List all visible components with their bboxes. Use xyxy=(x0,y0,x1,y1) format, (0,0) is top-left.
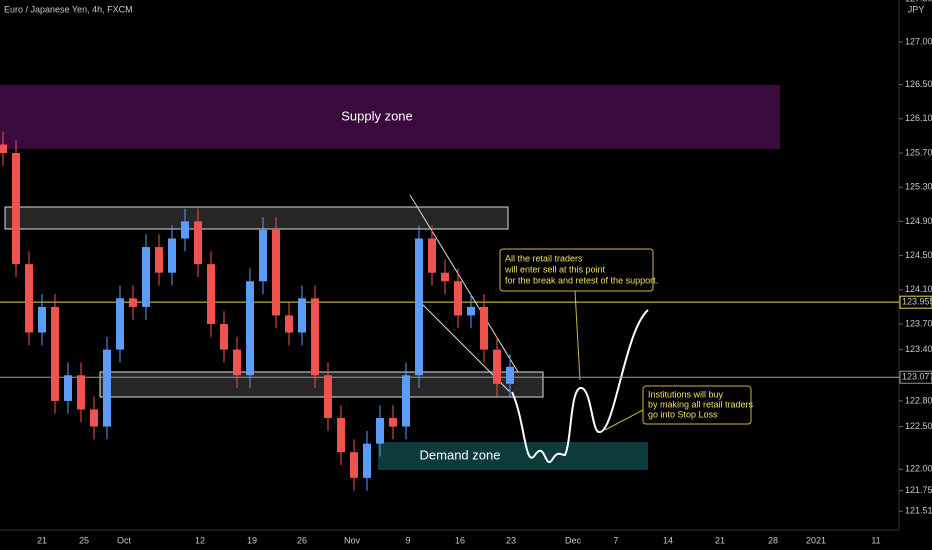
y-tick-label: 124.900 xyxy=(905,216,932,226)
candle-body xyxy=(311,298,319,376)
trend-line xyxy=(409,194,519,373)
y-tick-label: 126.500 xyxy=(905,79,932,89)
candle-body xyxy=(259,229,267,282)
candle-body xyxy=(77,375,85,410)
y-tick-label: 127.500 xyxy=(905,0,932,4)
candle-body xyxy=(298,298,306,333)
x-tick-label: Nov xyxy=(344,535,361,545)
x-tick-label: 28 xyxy=(768,535,778,545)
y-tick-label: 123.400 xyxy=(905,344,932,354)
candle-body xyxy=(103,349,111,427)
candle-body xyxy=(0,144,7,154)
candle-body xyxy=(64,375,72,401)
y-tick-label: 121.510 xyxy=(905,506,932,516)
callout-box xyxy=(499,248,654,292)
x-tick-label: 12 xyxy=(195,535,205,545)
candle-body xyxy=(428,238,436,273)
candle-body xyxy=(480,306,488,350)
candle-body xyxy=(129,298,137,307)
candle-body xyxy=(142,247,150,307)
projection-path xyxy=(511,309,649,464)
candle-body xyxy=(337,418,345,453)
price-label: 123.077 xyxy=(902,372,932,382)
candle-body xyxy=(90,409,98,427)
candle-body xyxy=(285,315,293,333)
x-tick-label: 16 xyxy=(455,535,465,545)
annotation: Institutions will buy xyxy=(648,389,724,399)
candle-body xyxy=(116,298,124,350)
y-tick-label: 123.700 xyxy=(905,318,932,328)
x-tick-label: 11 xyxy=(871,535,880,545)
candle-body xyxy=(324,375,332,419)
x-tick-label: 26 xyxy=(297,535,307,545)
y-tick-label: 127.000 xyxy=(905,36,932,46)
x-tick-label: 9 xyxy=(405,535,410,545)
candle-body xyxy=(51,306,59,401)
chart-title: Euro / Japanese Yen, 4h, FXCM xyxy=(4,4,133,14)
x-tick-label: 2021 xyxy=(806,535,826,545)
x-tick-label: Dec xyxy=(565,535,582,545)
candle-body xyxy=(25,264,33,333)
candle-body xyxy=(220,323,228,350)
annotation: by making all retail traders xyxy=(648,399,754,409)
y-tick-label: 124.500 xyxy=(905,250,932,260)
x-tick-label: 19 xyxy=(247,535,257,545)
candle-body xyxy=(493,349,501,384)
candle-body xyxy=(506,366,514,384)
y-tick-label: 126.100 xyxy=(905,113,932,123)
candle-body xyxy=(350,452,358,478)
x-tick-label: Oct xyxy=(117,535,132,545)
annotation: will enter sell at this point xyxy=(504,264,606,274)
x-tick-label: 21 xyxy=(715,535,725,545)
candle-body xyxy=(168,238,176,273)
x-tick-label: 23 xyxy=(506,535,516,545)
supply-label: Supply zone xyxy=(341,108,413,123)
y-tick-label: 121.750 xyxy=(905,485,932,495)
demand-label: Demand zone xyxy=(420,447,501,462)
annotation: for the break and retest of the support. xyxy=(505,275,658,285)
currency: JPY xyxy=(908,4,925,14)
resistance-box xyxy=(4,206,509,230)
y-tick-label: 122.000 xyxy=(905,464,932,474)
callout-box xyxy=(642,385,752,425)
candle-body xyxy=(454,281,462,316)
x-tick-label: 14 xyxy=(663,535,673,545)
y-tick-label: 122.500 xyxy=(905,421,932,431)
price-tag xyxy=(899,370,932,384)
candle-body xyxy=(389,418,397,427)
y-tick-label: 122.800 xyxy=(905,395,932,405)
y-tick-label: 125.700 xyxy=(905,147,932,157)
candle-body xyxy=(441,272,449,282)
price-label: 123.955 xyxy=(902,297,932,307)
demand-zone xyxy=(378,442,648,470)
annotation: All the retail traders xyxy=(505,253,583,263)
x-tick-label: 21 xyxy=(37,535,47,545)
candle-body xyxy=(376,418,384,444)
candle-body xyxy=(272,229,280,316)
candle-body xyxy=(38,306,46,333)
candle-body xyxy=(155,247,163,273)
support-box xyxy=(99,371,544,398)
candle-body xyxy=(207,264,215,324)
candle-body xyxy=(363,443,371,478)
candle-body xyxy=(233,349,241,376)
candle-body xyxy=(415,238,423,376)
candle-body xyxy=(246,281,254,376)
candle-body xyxy=(12,153,20,265)
callout-pointer xyxy=(574,290,581,381)
x-tick-label: 25 xyxy=(79,535,89,545)
x-tick-label: 7 xyxy=(613,535,618,545)
price-tag xyxy=(899,295,932,309)
supply-zone xyxy=(0,85,780,149)
annotation: go into Stop Loss xyxy=(648,409,718,419)
callout-pointer xyxy=(604,409,644,431)
candle-body xyxy=(467,306,475,316)
candle-body xyxy=(181,221,189,239)
candle-body xyxy=(194,221,202,265)
y-tick-label: 125.300 xyxy=(905,182,932,192)
candle-body xyxy=(402,375,410,427)
y-tick-label: 124.100 xyxy=(905,284,932,294)
